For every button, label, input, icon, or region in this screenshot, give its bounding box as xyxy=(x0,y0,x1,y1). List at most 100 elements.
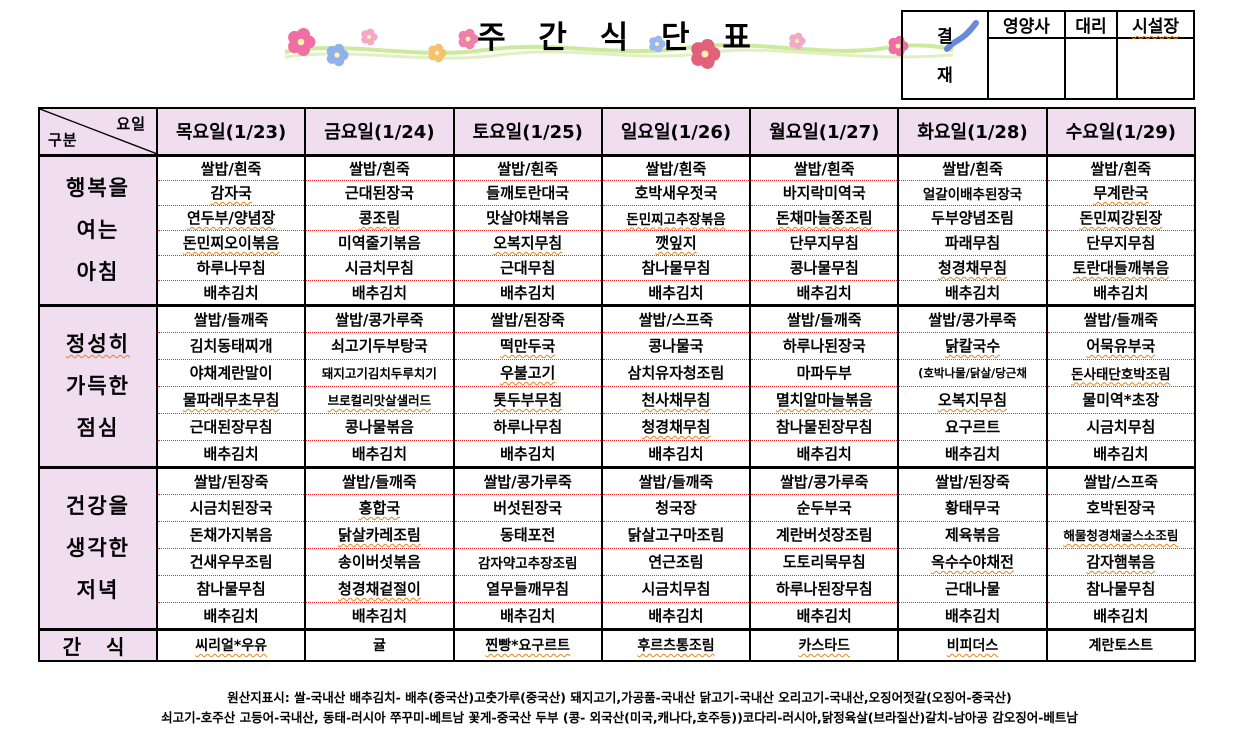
menu-item: 배추김치 xyxy=(1045,601,1197,629)
menu-item: 배추김치 xyxy=(749,439,900,467)
menu-item: 홍합국 xyxy=(304,493,455,521)
menu-item: 쌀밥/스프죽 xyxy=(1045,465,1197,494)
menu-item: 쌀밥/들깨죽 xyxy=(155,303,307,332)
menu-item: 청경채무침 xyxy=(897,254,1048,280)
diagonal-divider xyxy=(40,109,156,154)
menu-item: 돈민찌고추장볶음 xyxy=(600,204,752,230)
menu-item: 근대된장국 xyxy=(304,179,455,205)
menu-item: 물미역*초장 xyxy=(1045,385,1197,413)
snack-item: 씨리얼*우유 xyxy=(155,627,307,661)
menu-item: 떡만두국 xyxy=(452,331,603,359)
menu-row: 시금치된장국 홍합국 버섯된장국 청국장 순두부국 황태무국 호박된장국 xyxy=(39,493,1197,521)
menu-item: 참나물무침 xyxy=(600,254,752,280)
corner-cell: 요일 구분 xyxy=(38,108,158,157)
menu-row: 연두부/양념장 콩조림 맛살야채볶음 돈민찌고추장볶음 돈채마늘쫑조림 두부양념조림 돈민찌… xyxy=(39,204,1197,230)
menu-item: 시금치무침 xyxy=(304,254,455,280)
menu-item: 시금치된장국 xyxy=(155,493,307,521)
menu-item: 닭살카레조림 xyxy=(304,520,455,548)
menu-item: 파래무침 xyxy=(897,229,1048,255)
menu-item: 쌀밥/들깨죽 xyxy=(304,465,455,494)
menu-item: 미역줄기볶음 xyxy=(304,229,455,255)
menu-item: 천사채무침 xyxy=(600,385,752,413)
menu-item: 하루나된장국 xyxy=(749,331,900,359)
menu-item: 참나물무침 xyxy=(1045,574,1197,602)
menu-item: 도토리묵무침 xyxy=(749,547,900,575)
approval-signature-cell xyxy=(987,37,1066,100)
menu-item: 근대나물 xyxy=(897,574,1048,602)
menu-table: 요일 구분 목요일(1/23) 금요일(1/24) 토요일(1/25) 일요일(1/2… xyxy=(38,107,1197,662)
menu-item: 김치동태찌개 xyxy=(155,331,307,359)
day-header: 수요일(1/29) xyxy=(1045,108,1197,157)
menu-item: 호박된장국 xyxy=(1045,493,1197,521)
menu-item: 배추김치 xyxy=(600,439,752,467)
menu-item: 쌀밥/흰죽 xyxy=(749,153,900,180)
menu-item: 배추김치 xyxy=(897,439,1048,467)
menu-item: 닭칼국수 xyxy=(897,331,1048,359)
menu-item: 배추김치 xyxy=(1045,439,1197,467)
menu-item: 콩나물무침 xyxy=(749,254,900,280)
menu-item: 송이버섯볶음 xyxy=(304,547,455,575)
menu-item: 오복지무침 xyxy=(452,229,603,255)
origin-footnote: 원산지표시: 쌀-국내산 배추김치- 배추(중국산)고춧가루(중국산) 돼지고기… xyxy=(0,688,1239,728)
menu-item: 두부양념조림 xyxy=(897,204,1048,230)
menu-item: 배추김치 xyxy=(897,601,1048,629)
menu-item: 요구르트 xyxy=(897,412,1048,440)
menu-item: 돈채가지볶음 xyxy=(155,520,307,548)
snack-item: 찐빵*요구르트 xyxy=(452,627,603,661)
page-title: 주 간 식 단 표 xyxy=(477,20,762,56)
menu-row: 배추김치 배추김치 배추김치 배추김치 배추김치 배추김치 배추김치 xyxy=(39,439,1197,467)
menu-item: 쌀밥/흰죽 xyxy=(897,153,1048,180)
menu-item: 쌀밥/된장죽 xyxy=(155,465,307,494)
menu-item: 돼지고기김치두루치기 xyxy=(304,358,455,386)
menu-row: 야채계란말이 돼지고기김치두루치기 우불고기 삼치유자청조림 마파두부 (호박나물/닭살/… xyxy=(39,358,1197,386)
menu-item: 멸치알마늘볶음 xyxy=(749,385,900,413)
menu-item: 바지락미역국 xyxy=(749,179,900,205)
snack-row: 간 식 씨리얼*우유 귤 찐빵*요구르트 후르츠통조림 카스타드 비피더스 계란토스트 xyxy=(38,627,1197,661)
menu-item: 쌀밥/흰죽 xyxy=(600,153,752,180)
menu-item: 쌀밥/들깨죽 xyxy=(600,465,752,494)
menu-item: 근대된장무침 xyxy=(155,412,307,440)
menu-item: 배추김치 xyxy=(600,601,752,629)
menu-row: 돈민찌오이볶음 미역줄기볶음 오복지무침 깻잎지 단무지무침 파래무침 단무지무침 xyxy=(39,229,1197,255)
menu-item: 쌀밥/된장죽 xyxy=(897,465,1048,494)
menu-item: 감자국 xyxy=(155,179,307,205)
menu-item: 톳두부무침 xyxy=(452,385,603,413)
approval-stamp-char: 결 xyxy=(937,27,953,47)
menu-item: 콩나물볶음 xyxy=(304,412,455,440)
menu-item: 쌀밥/들깨죽 xyxy=(749,303,900,332)
menu-item: 어묵유부국 xyxy=(1045,331,1197,359)
menu-item: 청경채무침 xyxy=(600,412,752,440)
approval-col-header: 영양사 xyxy=(987,10,1066,39)
menu-item: 단무지무침 xyxy=(749,229,900,255)
menu-item: 호박새우젓국 xyxy=(600,179,752,205)
menu-item: 황태무국 xyxy=(897,493,1048,521)
blue-pen-mark xyxy=(944,20,979,52)
menu-item: 쌀밥/된장죽 xyxy=(452,303,603,332)
menu-item: 야채계란말이 xyxy=(155,358,307,386)
menu-row: 배추김치 배추김치 배추김치 배추김치 배추김치 배추김치 배추김치 xyxy=(39,601,1197,629)
menu-item: 배추김치 xyxy=(452,439,603,467)
approval-col-header: 시설장 xyxy=(1116,10,1195,39)
menu-item: 청국장 xyxy=(600,493,752,521)
menu-item: 우불고기 xyxy=(452,358,603,386)
menu-item: 물파래무초무침 xyxy=(155,385,307,413)
menu-row: 참나물무침 청경채겉절이 열무들깨무침 시금치무침 하루나된장무침 근대나물 참나물무침 xyxy=(39,574,1197,602)
menu-item: 배추김치 xyxy=(304,439,455,467)
menu-item: 콩나물국 xyxy=(600,331,752,359)
menu-item: 배추김치 xyxy=(749,279,900,305)
menu-item: (호박나물/닭살/당근채 xyxy=(897,358,1048,386)
menu-item: 브로컬리맛살샐러드 xyxy=(304,385,455,413)
menu-item: 무계란국 xyxy=(1045,179,1197,205)
menu-item: 쌀밥/스프죽 xyxy=(600,303,752,332)
menu-item: 배추김치 xyxy=(304,279,455,305)
approval-signature-cell xyxy=(1063,37,1119,100)
menu-item: 연두부/양념장 xyxy=(155,204,307,230)
menu-row: 물파래무초무침 브로컬리맛살샐러드 톳두부무침 천사채무침 멸치알마늘볶음 오복지무침 물미… xyxy=(39,385,1197,413)
meal-section-label: 정성히 가득한 점심 xyxy=(38,303,158,467)
menu-row: 하루나무침 시금치무침 근대무침 참나물무침 콩나물무침 청경채무침 토란대들깨볶음 xyxy=(39,254,1197,280)
menu-item: 제육볶음 xyxy=(897,520,1048,548)
menu-item: 쌀밥/흰죽 xyxy=(1045,153,1197,180)
menu-row: 행복을 여는 아침 쌀밥/흰죽 쌀밥/흰죽 쌀밥/흰죽 쌀밥/흰죽 쌀밥/흰죽 쌀밥/흰죽 쌀밥/… xyxy=(38,153,1197,305)
